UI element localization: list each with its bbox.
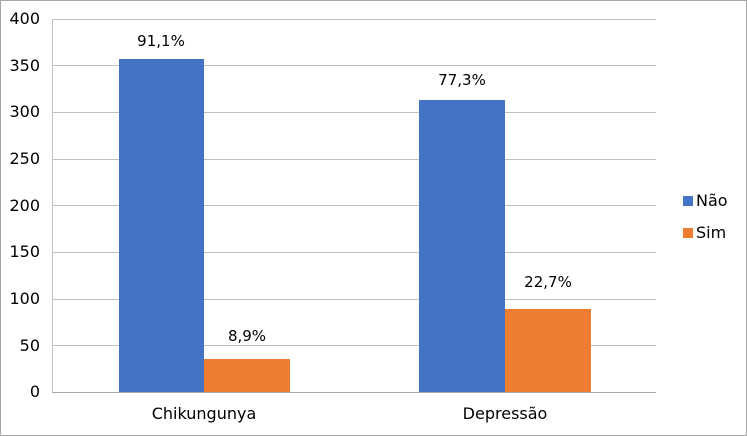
y-tick: 200 (9, 196, 40, 215)
y-tick: 350 (9, 56, 40, 75)
legend-item-sim: Sim (683, 223, 726, 242)
y-tick: 250 (9, 149, 40, 168)
gridline (52, 345, 656, 346)
gridline (52, 65, 656, 66)
bar-chikungunya-nao (119, 59, 204, 392)
y-tick: 50 (19, 336, 40, 355)
data-label: 91,1% (137, 32, 185, 50)
gridline (52, 252, 656, 253)
bar-chikungunya-sim (204, 359, 290, 392)
y-tick: 0 (29, 382, 40, 401)
legend-swatch (683, 195, 693, 206)
y-axis-line (52, 19, 53, 393)
y-tick: 300 (9, 102, 40, 121)
x-axis-line (52, 392, 656, 393)
gridline (52, 159, 656, 160)
gridline (52, 299, 656, 300)
gridline (52, 112, 656, 113)
legend-label: Não (696, 191, 728, 210)
data-label: 22,7% (524, 273, 572, 291)
y-tick: 400 (9, 9, 40, 28)
bar-depressao-sim (505, 309, 591, 392)
legend-label: Sim (696, 223, 727, 242)
data-label: 77,3% (438, 71, 486, 89)
y-tick: 100 (9, 289, 40, 308)
legend-swatch (683, 227, 693, 238)
gridline (52, 205, 656, 206)
data-label: 8,9% (227, 327, 267, 345)
y-tick: 150 (9, 242, 40, 261)
legend-item-nao: Não (683, 191, 728, 210)
gridline (52, 19, 656, 20)
x-category-label: Chikungunya (151, 404, 257, 423)
x-category-label: Depressão (462, 404, 548, 423)
bar-depressao-nao (419, 100, 505, 392)
